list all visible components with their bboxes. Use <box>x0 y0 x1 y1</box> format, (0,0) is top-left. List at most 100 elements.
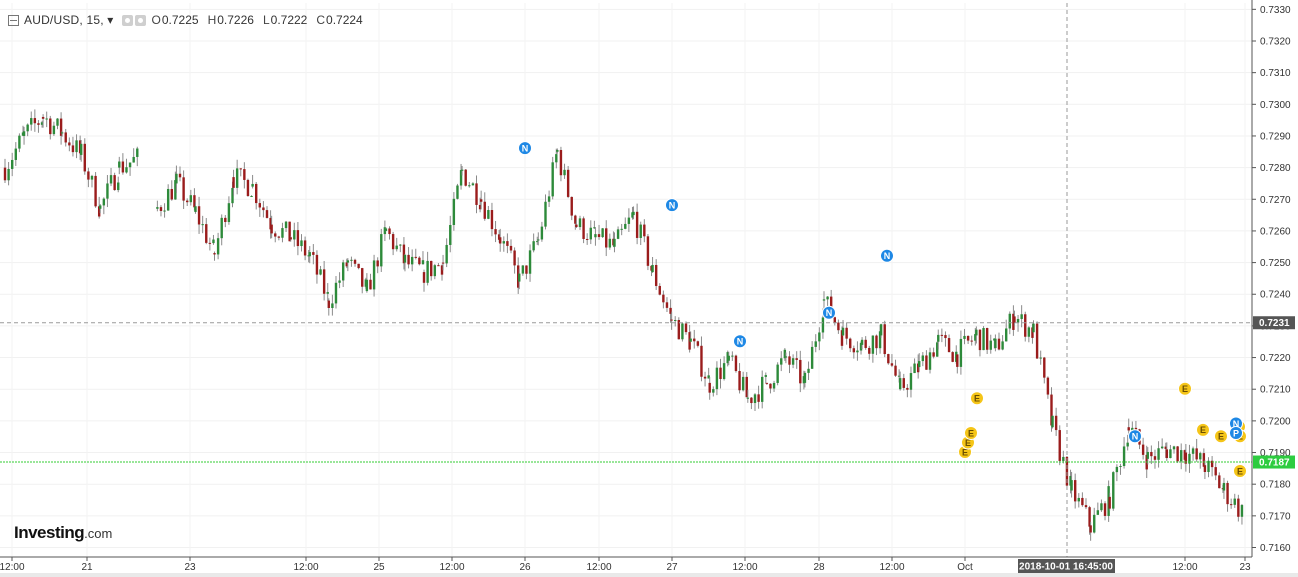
candle <box>1184 452 1188 464</box>
candle <box>639 224 642 238</box>
candle <box>97 206 101 217</box>
eye-icon[interactable] <box>121 14 133 26</box>
event-marker-letter: N <box>1233 419 1240 429</box>
candle <box>1050 394 1053 426</box>
candle <box>1032 323 1035 333</box>
candle <box>707 375 710 379</box>
event-marker[interactable] <box>665 198 679 213</box>
candle <box>1165 449 1169 459</box>
candle <box>761 376 764 402</box>
candle <box>227 203 231 223</box>
candle <box>741 376 745 391</box>
candle <box>106 183 109 199</box>
event-marker[interactable] <box>822 305 836 320</box>
candle <box>452 198 456 226</box>
candle <box>269 217 272 230</box>
candle <box>1150 451 1153 457</box>
candle <box>277 236 281 238</box>
legend-tool-icons[interactable] <box>121 14 146 26</box>
candle <box>788 356 791 365</box>
candle <box>753 394 757 404</box>
candle <box>537 239 540 241</box>
candle <box>589 227 592 240</box>
candle <box>189 195 193 203</box>
event-marker[interactable] <box>964 426 978 441</box>
y-tick-label: 0.7280 <box>1260 163 1291 174</box>
candle <box>738 371 741 391</box>
candle <box>459 170 463 186</box>
candle <box>56 118 59 126</box>
event-marker[interactable] <box>518 141 532 156</box>
candle <box>791 358 795 365</box>
candle <box>170 188 173 200</box>
candle <box>26 124 29 132</box>
candle <box>326 292 329 294</box>
candle <box>357 263 360 269</box>
candle <box>795 358 798 360</box>
event-marker-letter: P <box>1233 428 1239 438</box>
event-marker[interactable] <box>1229 426 1243 441</box>
candle <box>1191 448 1195 454</box>
candle <box>989 340 992 350</box>
event-marker[interactable] <box>1128 429 1142 444</box>
candle <box>251 183 254 187</box>
candle <box>582 218 585 239</box>
candle <box>205 224 208 243</box>
candle <box>658 285 661 295</box>
event-marker[interactable] <box>970 391 984 406</box>
candle <box>30 118 33 125</box>
x-tick-label: 12:00 <box>1172 562 1197 573</box>
candle <box>410 256 414 265</box>
candle <box>1240 505 1244 517</box>
event-marker-letter: E <box>968 428 974 438</box>
event-marker[interactable] <box>1178 381 1192 396</box>
candle <box>1207 460 1210 472</box>
candle <box>674 319 677 321</box>
candle <box>803 372 807 383</box>
candle <box>220 217 223 239</box>
candle <box>708 382 711 393</box>
candle <box>71 145 75 153</box>
event-marker[interactable] <box>733 334 747 349</box>
event-marker[interactable] <box>1233 464 1247 479</box>
instrument-symbol[interactable]: AUD/USD, 15, ▾ <box>24 13 114 27</box>
candle <box>288 221 291 242</box>
candle <box>547 196 551 202</box>
event-markers: NNNNNNEEEEEEEENEPE <box>518 141 1247 479</box>
candle <box>456 185 459 199</box>
candle <box>1164 446 1167 449</box>
candle <box>421 260 425 265</box>
candle <box>868 347 871 354</box>
event-marker[interactable] <box>1196 422 1210 437</box>
candle <box>22 131 26 136</box>
event-marker[interactable] <box>880 248 894 263</box>
candle <box>224 217 227 223</box>
candle <box>402 244 406 264</box>
gear-icon[interactable] <box>134 14 146 26</box>
candle <box>670 319 673 321</box>
candle <box>947 338 951 353</box>
candle <box>1046 377 1050 395</box>
candle <box>90 175 94 180</box>
candle <box>1141 444 1145 455</box>
candle <box>715 367 719 390</box>
instrument-legend: AUD/USD, 15, ▾ O0.7225 H0.7226 L0.7222 C… <box>8 11 372 29</box>
candle <box>182 177 185 201</box>
collapse-legend-icon[interactable] <box>8 14 19 26</box>
candle <box>1233 498 1236 505</box>
candle <box>175 173 178 184</box>
candle <box>369 279 372 290</box>
candle <box>235 168 239 188</box>
event-marker[interactable] <box>1214 429 1228 444</box>
candle <box>975 329 978 336</box>
y-tick-label: 0.7240 <box>1260 290 1291 301</box>
candle <box>350 259 353 261</box>
candle <box>925 355 928 370</box>
scroll-strip[interactable] <box>0 573 1298 577</box>
candle <box>555 154 558 163</box>
candle <box>883 324 886 355</box>
candle <box>499 237 502 244</box>
x-tick-label: 23 <box>1239 562 1251 573</box>
candle <box>497 234 501 240</box>
